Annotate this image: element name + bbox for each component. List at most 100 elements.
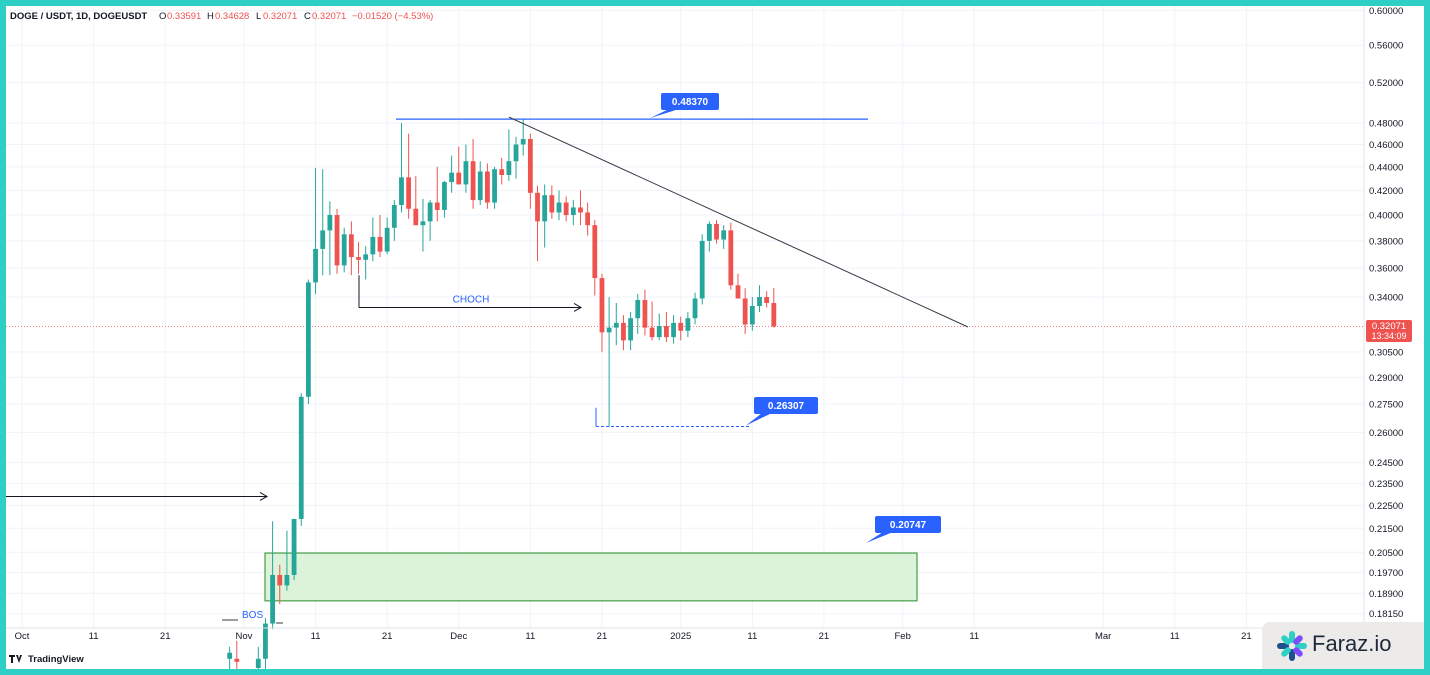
candle-body [348, 234, 354, 258]
y-tick-label: 0.42000 [1369, 186, 1403, 197]
candle [384, 217, 390, 255]
trend-line [508, 116, 969, 328]
candle [585, 202, 591, 236]
candle-body [563, 202, 569, 215]
candle-body [284, 574, 290, 586]
candle-body [656, 326, 662, 338]
candle-body [771, 302, 777, 327]
candle-body [406, 177, 412, 209]
x-tick-label: 11 [525, 631, 535, 642]
candle [764, 291, 770, 308]
candle [320, 169, 326, 276]
candle [370, 217, 376, 262]
candle-body [628, 318, 633, 341]
candle-body [391, 205, 397, 228]
x-tick-label: Mar [1095, 631, 1111, 642]
candle-body [506, 161, 512, 175]
high-callout-text: 0.48370 [672, 97, 709, 108]
change-value: −0.01520 (−4.53%) [352, 11, 433, 22]
demand-zone [264, 552, 918, 602]
tradingview-brand[interactable]: TradingView [28, 654, 84, 665]
tradingview-logo-icon [9, 655, 22, 663]
y-tick-label: 0.38000 [1369, 236, 1403, 247]
candle-body [542, 195, 548, 222]
candle-body [556, 202, 562, 213]
candle [306, 279, 311, 405]
candle-body [363, 254, 369, 260]
candle [606, 297, 612, 427]
price-chart[interactable]: 0.60000 0.56000 0.52000 0.48000 0.46000 0.440… [6, 6, 1424, 669]
candle-body [578, 207, 583, 213]
candle-body [327, 215, 333, 231]
x-tick-label: 11 [969, 631, 979, 642]
candle-body [456, 172, 462, 185]
candle [427, 200, 433, 241]
y-tick-label: 0.27500 [1369, 400, 1403, 411]
candle-body [320, 230, 326, 249]
candle [434, 166, 440, 222]
high-callout-box [661, 93, 719, 110]
candle [735, 273, 741, 299]
choch-arrowhead [573, 303, 583, 312]
candle [742, 288, 748, 334]
low-label: L [256, 11, 261, 22]
candle [377, 215, 383, 258]
candle [298, 393, 304, 526]
x-tick-label: 2025 [670, 631, 691, 642]
y-tick-label: 0.20500 [1369, 548, 1403, 559]
candle [327, 201, 333, 276]
high-callout-pointer [650, 109, 679, 119]
candle-body [413, 208, 419, 226]
candle-body [306, 282, 311, 397]
candle-body [742, 298, 748, 325]
zone-callout-text: 0.20747 [890, 520, 927, 531]
low-callout-box [754, 397, 818, 414]
candle-body [692, 298, 698, 319]
y-tick-label: 0.48000 [1369, 119, 1403, 130]
candle [535, 185, 540, 262]
candle [563, 196, 569, 222]
candle-body [499, 169, 505, 175]
candle [578, 190, 583, 226]
close-label: C [304, 11, 311, 22]
x-tick-label: 21 [382, 631, 393, 642]
candle-body [270, 574, 275, 624]
candle [671, 315, 676, 344]
candle-body [570, 207, 576, 215]
candle-body [764, 297, 770, 303]
candle-body [370, 236, 376, 255]
candle-body [434, 202, 440, 210]
grid-layer [6, 6, 1364, 628]
candle [277, 564, 283, 605]
chart-frame: 0.60000 0.56000 0.52000 0.48000 0.46000 0.440… [6, 6, 1424, 669]
candles-layer [227, 119, 777, 669]
candle [706, 221, 712, 252]
candle-body [520, 139, 526, 145]
candle-body [621, 322, 626, 341]
candle-body [513, 144, 519, 162]
x-tick-label: 11 [1170, 631, 1180, 642]
candle [685, 312, 691, 338]
candle [255, 646, 261, 669]
candle-body [384, 227, 390, 252]
high-value: 0.34628 [215, 11, 249, 22]
labels-layer: CHOCH BOS 0.48370 0.26307 0.20747 [242, 93, 941, 621]
candle [334, 208, 340, 274]
y-tick-label: 0.52000 [1369, 78, 1403, 89]
candle-body [649, 327, 655, 338]
y-tick-label: 0.60000 [1369, 6, 1403, 17]
candle-body [427, 202, 433, 222]
candle [556, 190, 562, 221]
candle [463, 144, 469, 193]
last-price-value: 0.32071 [1372, 321, 1406, 332]
candle [341, 227, 347, 273]
y-tick-label: 0.44000 [1369, 162, 1403, 173]
zone-callout-box [875, 516, 941, 533]
y-tick-label: 0.34000 [1369, 293, 1403, 304]
candle-body [664, 326, 669, 338]
candle [270, 521, 275, 630]
candle-body [714, 223, 719, 240]
candle [470, 139, 476, 209]
candle [699, 234, 705, 305]
candle-body [585, 212, 591, 226]
